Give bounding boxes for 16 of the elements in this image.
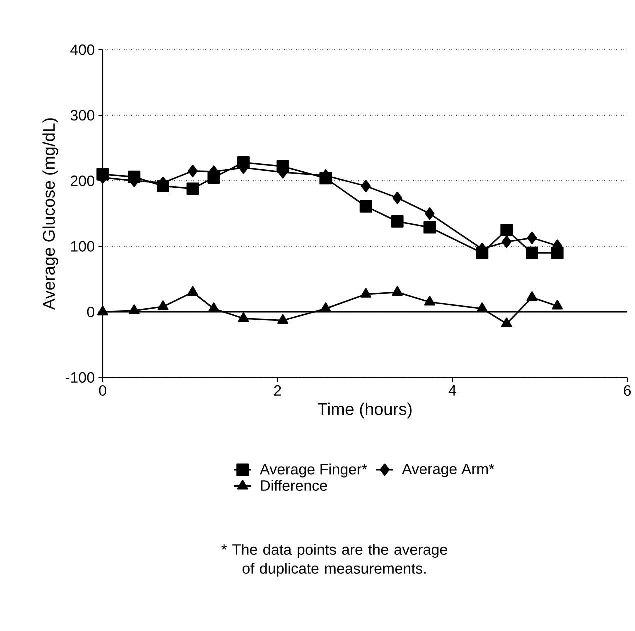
y-tick-label: 100 <box>71 242 95 252</box>
y-tick-label: -100 <box>66 372 95 384</box>
legend-label: Average Arm* <box>402 464 495 478</box>
text: * The data points are the average of duplicate measurements. <box>222 544 448 578</box>
legend-label: Difference <box>261 480 328 492</box>
legend-label: Average Finger* <box>260 464 368 478</box>
y-tick-label: 400 <box>70 44 95 56</box>
y-tick-label: 200 <box>70 176 95 187</box>
y-axis-title: Average Glucose (mg/dL) <box>42 118 58 310</box>
x-axis-title: Time (hours) <box>318 403 412 419</box>
x-tick-label: 4 <box>448 386 456 396</box>
x-tick-label: 2 <box>274 386 282 396</box>
x-tick-label: 6 <box>624 386 632 396</box>
y-tick-label: 300 <box>70 110 95 122</box>
x-tick-label: 0 <box>99 386 106 396</box>
y-tick-label: 0 <box>87 307 95 318</box>
